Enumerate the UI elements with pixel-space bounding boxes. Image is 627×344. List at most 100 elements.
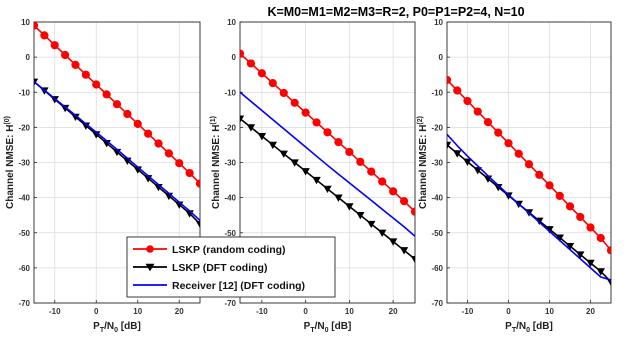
- x-tick-label: 20: [586, 307, 595, 316]
- y-tick-label: 10: [21, 18, 30, 27]
- legend-marker: [145, 263, 155, 272]
- y-tick-label: 0: [439, 53, 444, 62]
- data-point-1: [586, 259, 595, 268]
- data-point-0: [257, 69, 266, 78]
- x-tick-label: -10: [462, 307, 474, 316]
- y-tick-label: -10: [224, 88, 236, 97]
- data-point-1: [268, 141, 278, 150]
- data-point-0: [545, 181, 554, 190]
- y-tick-label: -60: [431, 264, 443, 273]
- data-point-0: [40, 31, 49, 40]
- data-point-0: [34, 22, 39, 30]
- data-point-0: [246, 59, 256, 68]
- y-axis-label-part: (2): [417, 116, 424, 125]
- data-point-0: [483, 118, 493, 127]
- y-tick-label: -30: [431, 159, 443, 168]
- y-tick-label: -70: [224, 299, 236, 308]
- data-point-1: [367, 220, 376, 229]
- data-point-0: [555, 191, 564, 200]
- data-point-0: [334, 138, 343, 147]
- data-point-1: [377, 229, 387, 237]
- series-line-2: [34, 81, 200, 222]
- x-axis-label-part: /N: [516, 321, 526, 332]
- y-tick-label: -50: [431, 229, 443, 238]
- data-point-0: [301, 108, 310, 117]
- data-point-1: [34, 78, 39, 86]
- data-point-0: [312, 118, 321, 127]
- x-axis-label-part: /N: [315, 321, 325, 332]
- data-point-1: [388, 238, 398, 246]
- data-point-0: [279, 88, 288, 98]
- y-tick-label: 0: [232, 53, 237, 62]
- data-point-1: [453, 150, 462, 158]
- data-point-0: [399, 197, 409, 206]
- x-tick-label: 0: [303, 307, 308, 316]
- y-tick-label: -70: [431, 299, 443, 308]
- data-point-1: [240, 115, 245, 123]
- data-point-1: [399, 247, 409, 255]
- data-point-1: [60, 104, 70, 113]
- x-axis-label-part: T: [100, 327, 105, 334]
- data-point-0: [185, 168, 194, 178]
- x-axis-label-part: T: [512, 327, 517, 334]
- y-tick-label: 10: [227, 18, 236, 27]
- data-point-0: [50, 41, 59, 50]
- legend: LSKP (random coding) LSKP (DFT coding) Rec…: [126, 236, 336, 298]
- data-point-1: [334, 194, 343, 202]
- data-point-0: [596, 233, 605, 243]
- data-point-0: [535, 170, 544, 179]
- x-tick-label: 10: [133, 307, 142, 316]
- data-point-0: [290, 98, 299, 107]
- data-point-0: [453, 86, 462, 95]
- data-point-0: [123, 109, 132, 119]
- y-tick-label: -60: [18, 264, 30, 273]
- legend-item-0: LSKP (random coding): [133, 244, 286, 256]
- y-axis-label-part: (0): [4, 116, 11, 125]
- data-point-1: [50, 96, 59, 104]
- data-point-1: [71, 113, 80, 122]
- y-tick-label: -40: [224, 194, 236, 203]
- x-tick-label: 20: [389, 307, 398, 316]
- data-point-1: [312, 176, 321, 185]
- y-tick-label: -20: [18, 123, 30, 132]
- data-point-1: [81, 122, 91, 130]
- data-point-0: [389, 187, 398, 196]
- y-tick-label: -20: [431, 123, 443, 132]
- x-axis-label-part: P: [304, 321, 311, 332]
- data-point-1: [290, 159, 299, 167]
- y-tick-label: -30: [224, 159, 236, 168]
- data-point-1: [576, 251, 585, 259]
- y-tick-label: -30: [18, 159, 30, 168]
- data-point-1: [279, 150, 288, 158]
- data-point-0: [606, 246, 611, 255]
- legend-marker: [146, 245, 154, 253]
- x-tick-label: -10: [49, 307, 61, 316]
- data-point-0: [154, 139, 163, 148]
- data-point-0: [576, 212, 585, 222]
- data-point-0: [356, 157, 365, 166]
- figure-title: K=M0=M1=M2=M3=R=2, P0=P1=P2=4, N=10: [267, 5, 524, 19]
- y-tick-label: 0: [26, 53, 31, 62]
- data-point-0: [463, 96, 472, 106]
- data-point-1: [301, 168, 310, 176]
- data-point-0: [61, 50, 70, 60]
- data-point-0: [565, 202, 575, 211]
- data-point-1: [555, 234, 564, 242]
- x-axis-label: PT/N0 [dB]: [505, 321, 553, 334]
- x-tick-label: 10: [545, 307, 554, 316]
- y-tick-label: -20: [224, 123, 236, 132]
- data-point-1: [596, 268, 605, 276]
- data-point-0: [175, 159, 184, 168]
- y-tick-label: -40: [18, 194, 30, 203]
- data-point-1: [410, 255, 415, 264]
- data-point-0: [268, 79, 277, 88]
- legend-label: LSKP (random coding): [172, 244, 286, 256]
- data-point-0: [81, 70, 90, 79]
- data-point-0: [164, 149, 173, 158]
- y-axis-label-part: (1): [210, 116, 217, 125]
- legend-item-2: Receiver [12] (DFT coding): [133, 280, 305, 292]
- x-axis-label-part: /N: [104, 321, 114, 332]
- y-tick-label: 10: [434, 18, 443, 27]
- data-point-1: [545, 226, 554, 234]
